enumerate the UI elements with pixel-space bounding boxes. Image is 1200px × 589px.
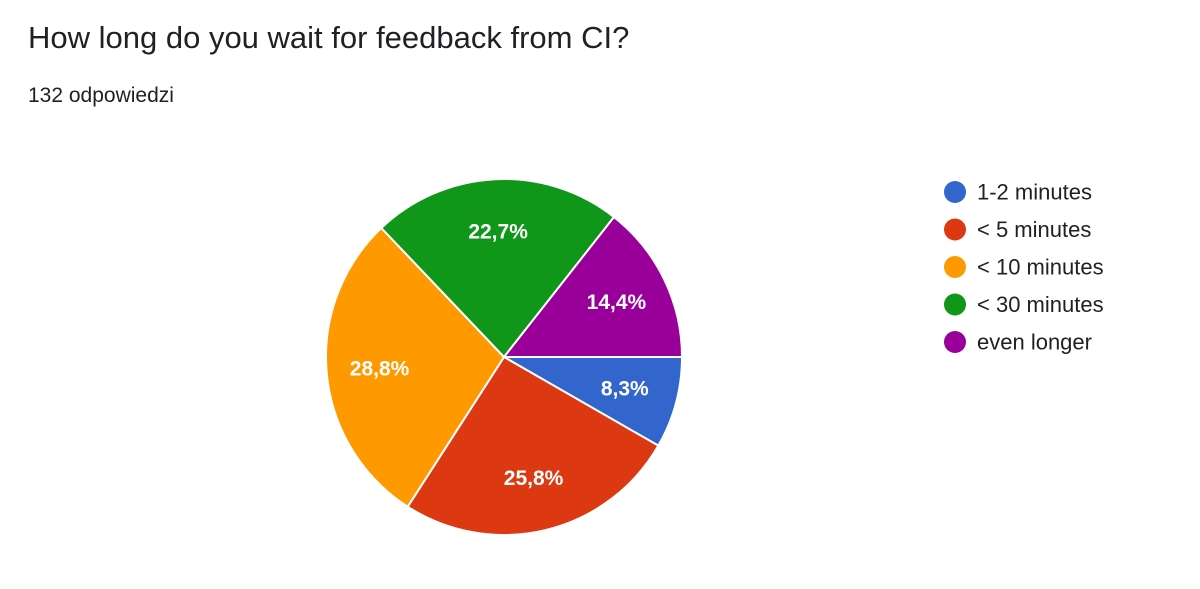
pie-slices bbox=[325, 178, 684, 536]
pie-slice-labels: 8,3% 25,8% 28,8% 22,7% 14,4% bbox=[350, 221, 649, 490]
legend-swatch-3 bbox=[944, 293, 966, 316]
slice-label-1: 25,8% bbox=[504, 467, 564, 490]
legend-label-0[interactable]: 1-2 minutes bbox=[977, 180, 1092, 205]
chart-legend: 1-2 minutes < 5 minutes < 10 minutes < 30 m… bbox=[944, 180, 1104, 355]
legend-swatch-4 bbox=[944, 331, 966, 353]
legend-label-2[interactable]: < 10 minutes bbox=[977, 255, 1104, 280]
legend-label-1[interactable]: < 5 minutes bbox=[977, 217, 1091, 242]
legend-swatch-0 bbox=[944, 181, 966, 203]
pie-slice-1[interactable] bbox=[406, 355, 660, 536]
legend-label-4[interactable]: even longer bbox=[977, 330, 1092, 355]
response-count: 132 odpowiedzi bbox=[28, 84, 174, 107]
slice-label-3: 22,7% bbox=[468, 221, 528, 244]
slice-label-2: 28,8% bbox=[350, 357, 410, 380]
slice-label-4: 14,4% bbox=[587, 291, 647, 314]
question-title: How long do you wait for feedback from C… bbox=[28, 20, 630, 55]
legend-swatch-1 bbox=[944, 218, 966, 241]
pie-slice-3[interactable] bbox=[379, 178, 616, 359]
pie-slice-4[interactable] bbox=[501, 215, 684, 358]
legend-swatch-2 bbox=[944, 256, 966, 278]
slice-label-0: 8,3% bbox=[601, 378, 649, 401]
legend-label-3[interactable]: < 30 minutes bbox=[977, 292, 1104, 317]
pie-slice-2[interactable] bbox=[325, 226, 506, 509]
pie-slice-0[interactable] bbox=[500, 356, 684, 448]
